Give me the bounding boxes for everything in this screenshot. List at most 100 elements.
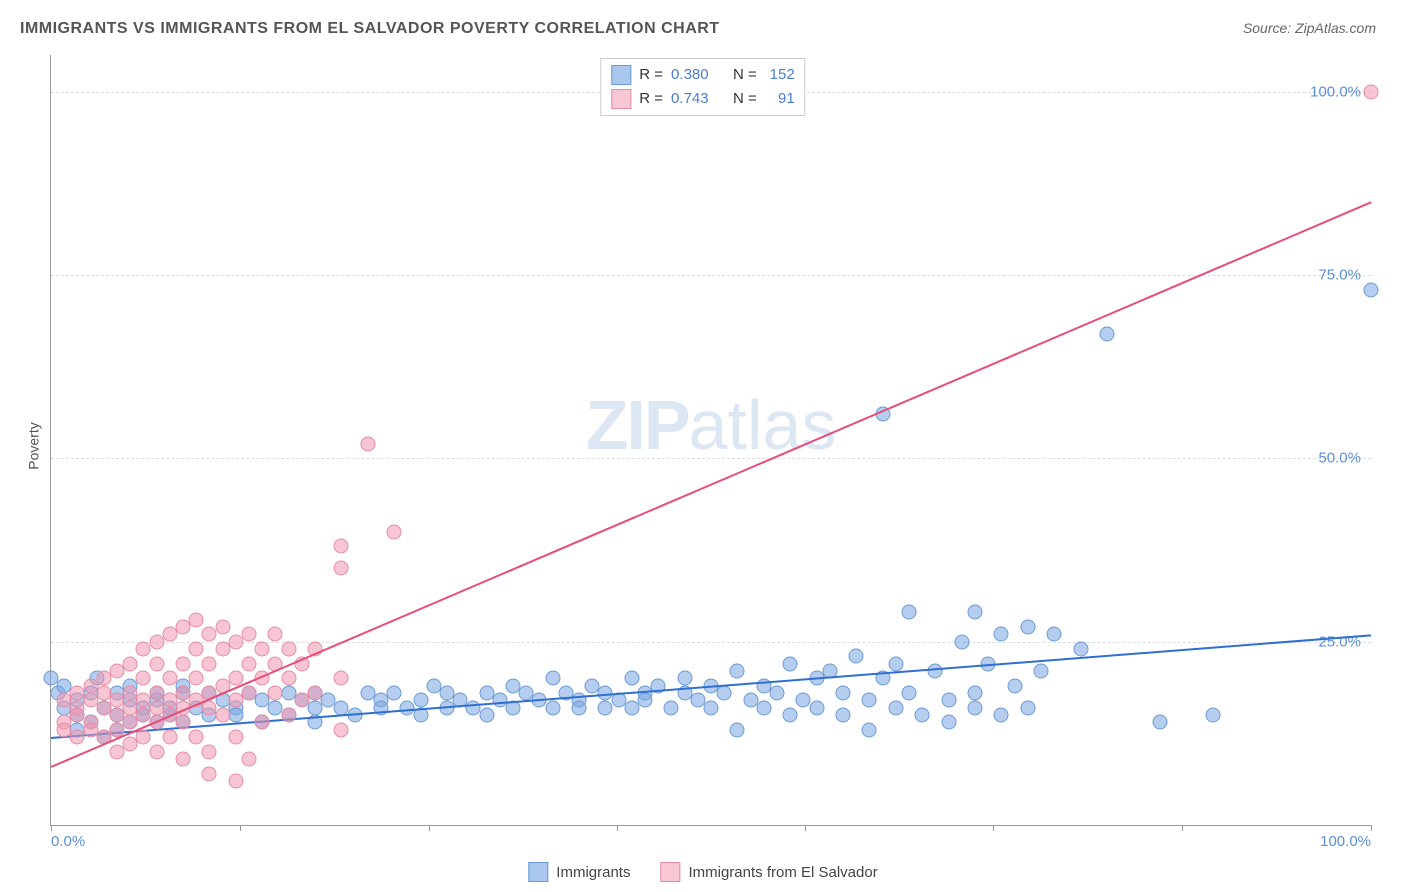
y-axis-label: Poverty: [26, 422, 42, 469]
data-point: [624, 671, 639, 686]
data-point: [849, 649, 864, 664]
data-point: [281, 642, 296, 657]
data-point: [638, 693, 653, 708]
legend-n-value: 91: [765, 87, 795, 111]
data-point: [770, 686, 785, 701]
legend-item: Immigrants: [528, 862, 630, 882]
watermark-bold: ZIP: [586, 386, 689, 464]
data-point: [202, 744, 217, 759]
data-point: [334, 561, 349, 576]
legend-swatch: [611, 65, 631, 85]
legend-n-value: 152: [765, 63, 795, 87]
data-point: [730, 722, 745, 737]
gridline: [51, 275, 1371, 276]
data-point: [783, 656, 798, 671]
data-point: [1034, 664, 1049, 679]
data-point: [281, 708, 296, 723]
data-point: [162, 671, 177, 686]
data-point: [704, 700, 719, 715]
data-point: [255, 715, 270, 730]
data-point: [1100, 326, 1115, 341]
data-point: [228, 774, 243, 789]
data-point: [162, 730, 177, 745]
data-point: [730, 664, 745, 679]
legend-r-label: R =: [639, 87, 663, 111]
x-tick-mark: [805, 825, 806, 831]
x-tick-mark: [240, 825, 241, 831]
data-point: [189, 612, 204, 627]
data-point: [836, 686, 851, 701]
data-point: [1364, 84, 1379, 99]
data-point: [281, 671, 296, 686]
legend-r-value: 0.743: [671, 87, 709, 111]
legend-row: R = 0.743 N = 91: [611, 87, 794, 111]
data-point: [176, 656, 191, 671]
source-attribution: Source: ZipAtlas.com: [1243, 20, 1376, 36]
data-point: [228, 708, 243, 723]
data-point: [664, 700, 679, 715]
data-point: [994, 708, 1009, 723]
data-point: [862, 722, 877, 737]
data-point: [334, 539, 349, 554]
data-point: [268, 686, 283, 701]
data-point: [968, 605, 983, 620]
x-tick-mark: [429, 825, 430, 831]
data-point: [783, 708, 798, 723]
data-point: [968, 686, 983, 701]
data-point: [1205, 708, 1220, 723]
data-point: [545, 671, 560, 686]
watermark: ZIPatlas: [586, 385, 837, 465]
data-point: [268, 627, 283, 642]
data-point: [994, 627, 1009, 642]
data-point: [176, 715, 191, 730]
source-prefix: Source:: [1243, 20, 1295, 36]
data-point: [809, 700, 824, 715]
data-point: [479, 708, 494, 723]
data-point: [136, 671, 151, 686]
data-point: [717, 686, 732, 701]
data-point: [1020, 620, 1035, 635]
legend-r-value: 0.380: [671, 63, 709, 87]
data-point: [1152, 715, 1167, 730]
data-point: [202, 766, 217, 781]
data-point: [915, 708, 930, 723]
legend-n-label: N =: [733, 63, 757, 87]
data-point: [572, 700, 587, 715]
data-point: [360, 436, 375, 451]
data-point: [215, 708, 230, 723]
legend-n-label: N =: [733, 87, 757, 111]
data-point: [242, 752, 257, 767]
data-point: [202, 656, 217, 671]
series-legend: Immigrants Immigrants from El Salvador: [528, 862, 877, 882]
x-tick-label: 0.0%: [51, 833, 85, 850]
data-point: [334, 722, 349, 737]
y-tick-label: 50.0%: [1318, 450, 1361, 467]
data-point: [1020, 700, 1035, 715]
data-point: [902, 605, 917, 620]
data-point: [941, 715, 956, 730]
data-point: [968, 700, 983, 715]
chart-title: IMMIGRANTS VS IMMIGRANTS FROM EL SALVADO…: [20, 20, 720, 38]
data-point: [954, 634, 969, 649]
data-point: [189, 642, 204, 657]
legend-swatch: [660, 862, 680, 882]
data-point: [413, 693, 428, 708]
data-point: [888, 700, 903, 715]
data-point: [228, 730, 243, 745]
legend-row: R = 0.380 N = 152: [611, 63, 794, 87]
legend-r-label: R =: [639, 63, 663, 87]
y-tick-label: 100.0%: [1310, 83, 1361, 100]
data-point: [334, 671, 349, 686]
data-point: [1007, 678, 1022, 693]
legend-label: Immigrants: [556, 864, 630, 881]
data-point: [677, 671, 692, 686]
data-point: [215, 620, 230, 635]
data-point: [387, 686, 402, 701]
legend-label: Immigrants from El Salvador: [688, 864, 877, 881]
source-name: ZipAtlas.com: [1295, 20, 1376, 36]
data-point: [255, 642, 270, 657]
data-point: [902, 686, 917, 701]
data-point: [149, 656, 164, 671]
data-point: [1073, 642, 1088, 657]
legend-swatch: [528, 862, 548, 882]
